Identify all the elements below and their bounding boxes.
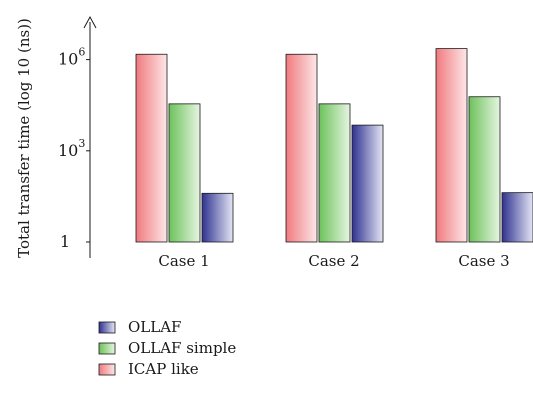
legend-swatch xyxy=(98,342,116,355)
legend: OLLAF OLLAF simple ICAP like xyxy=(98,318,236,378)
category-label: Case 3 xyxy=(458,252,509,270)
y-axis-title: Total transfer time (log 10 (ns)) xyxy=(15,18,33,258)
legend-label: OLLAF xyxy=(128,318,181,336)
y-tick-label: 103 xyxy=(58,137,85,160)
legend-label: ICAP like xyxy=(128,360,199,378)
category-label: Case 1 xyxy=(158,252,209,270)
category-label: Case 2 xyxy=(308,252,359,270)
y-tick-label-base: 1 xyxy=(60,232,70,251)
y-tick-label: 1 xyxy=(60,232,70,251)
bar-ollaf-case-3 xyxy=(501,192,533,243)
category-labels: Case 1 Case 2 Case 3 xyxy=(158,252,509,270)
y-tick-label-exponent: 6 xyxy=(78,46,85,59)
y-axis-arrow-icon xyxy=(83,15,97,29)
y-tick-label: 106 xyxy=(58,46,85,69)
bars xyxy=(135,48,533,243)
axes: Total transfer time (log 10 (ns)) 110310… xyxy=(15,15,97,258)
y-tick-label-exponent: 3 xyxy=(78,137,85,150)
y-tick-label-base: 10 xyxy=(58,140,78,159)
bar-ollaf-simple-case-2 xyxy=(318,103,351,243)
bar-ollaf-case-2 xyxy=(351,124,384,243)
bar-icap-like-case-2 xyxy=(285,53,318,243)
legend-label: OLLAF simple xyxy=(128,339,236,357)
bar-icap-like-case-1 xyxy=(135,53,168,243)
bar-ollaf-simple-case-1 xyxy=(168,103,201,243)
y-tick-label-base: 10 xyxy=(58,49,78,68)
bar-ollaf-case-1 xyxy=(201,192,234,243)
legend-swatch xyxy=(98,321,116,334)
bar-ollaf-simple-case-3 xyxy=(468,96,501,243)
legend-swatch xyxy=(98,363,116,376)
bar-icap-like-case-3 xyxy=(435,48,468,243)
